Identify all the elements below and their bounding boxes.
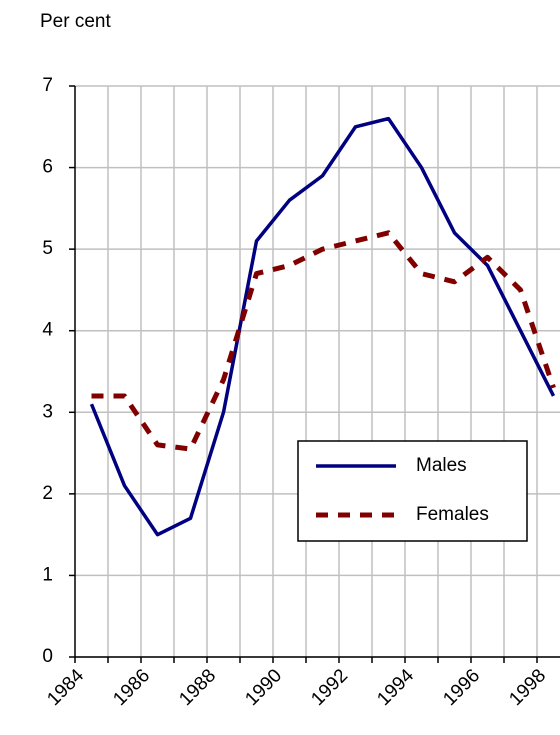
y-tick-label: 6 (42, 157, 53, 178)
y-tick-label: 3 (42, 401, 53, 422)
x-tick-label: 1984 (43, 665, 88, 710)
y-tick-label: 7 (42, 75, 53, 96)
x-tick-label: 1986 (109, 665, 154, 710)
x-tick-label: 1990 (241, 665, 286, 710)
x-tick-label: 1994 (373, 665, 418, 710)
x-tick-label: 1992 (307, 665, 352, 710)
y-axis-label: Per cent (40, 11, 111, 32)
y-tick-label: 2 (42, 483, 53, 504)
line-series (91, 230, 556, 452)
y-tick-label: 5 (42, 238, 53, 259)
y-tick-label: 0 (42, 646, 53, 667)
y-tick-label: 1 (42, 564, 53, 585)
y-tick-label: 4 (42, 320, 53, 341)
x-tick-label: 1998 (505, 665, 550, 710)
legend-box (297, 440, 528, 542)
legend-label: Females (416, 504, 489, 525)
legend-label: Males (416, 455, 467, 476)
line-series (89, 116, 556, 537)
x-tick-label: 1988 (175, 665, 220, 710)
x-tick-label: 1996 (439, 665, 484, 710)
